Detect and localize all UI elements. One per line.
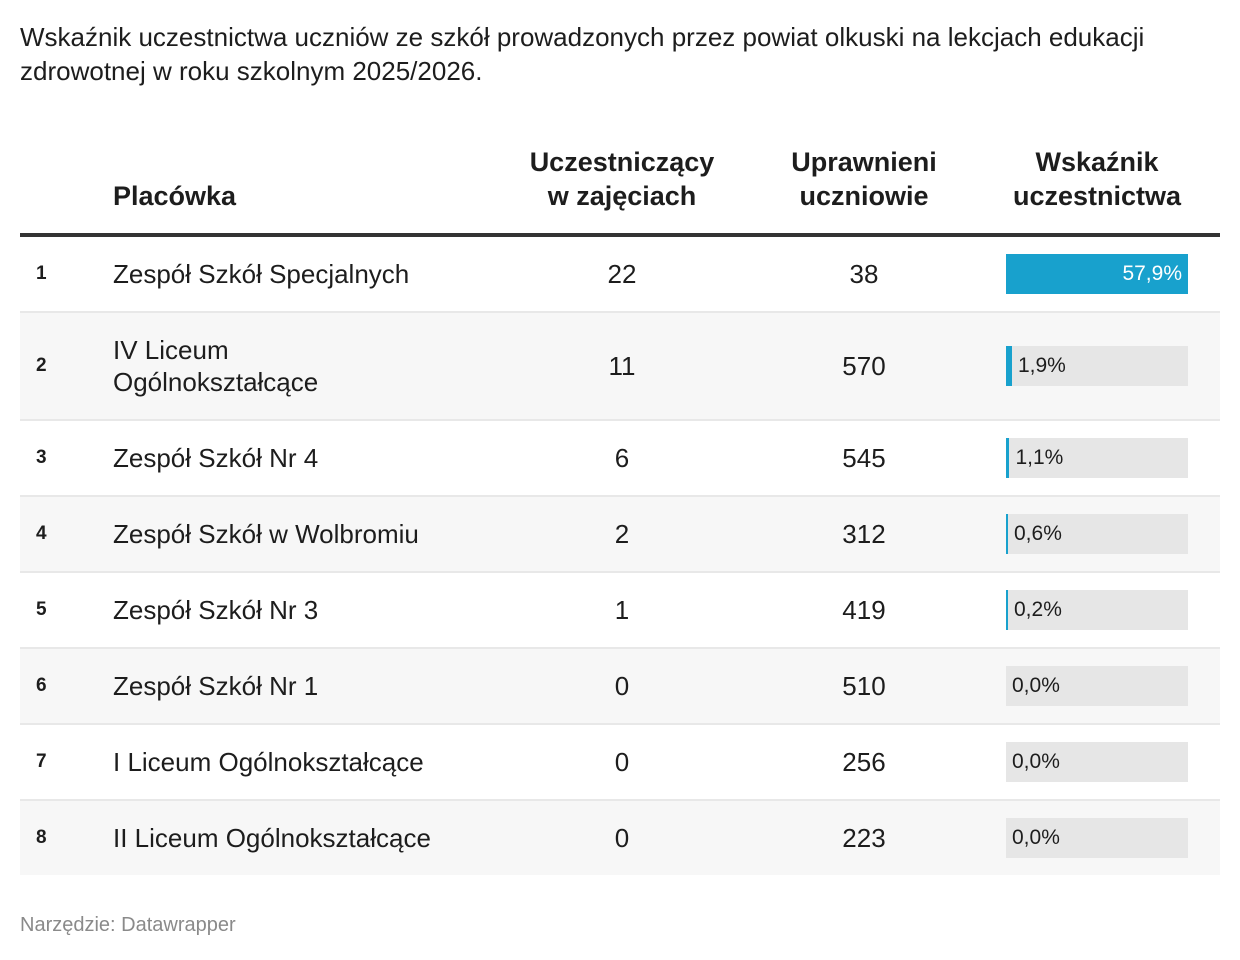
rate-label: 0,0% [1012, 674, 1060, 697]
participants: 0 [614, 822, 630, 853]
school-name-text: Zespół Szkół w Wolbromiu [113, 519, 419, 549]
school-name-text: Zespół Szkół Specjalnych [113, 259, 410, 289]
rate-bar-track: 0,2% [1006, 590, 1188, 630]
eligible: 38 [849, 258, 879, 289]
source-note: Narzędzie: Datawrapper [20, 914, 236, 936]
table-row: 5 Zespół Szkół Nr 3 1 419 0,2% [20, 573, 1220, 649]
rate-bar-track: 0,0% [1006, 818, 1188, 858]
rate-bar-cell: 0,6% [1006, 497, 1188, 571]
table-row: 6 Zespół Szkół Nr 1 0 510 0,0% [20, 649, 1220, 725]
school-name-text: IV Liceum Ogólnokształcące [113, 335, 319, 397]
school-name-text: I Liceum Ogólnokształcące [113, 747, 424, 777]
participants: 0 [614, 746, 630, 777]
rate-bar-cell: 57,9% [1006, 237, 1188, 311]
rate-bar-track: 0,6% [1006, 514, 1188, 554]
participants: 1 [614, 594, 630, 625]
header-eligible[interactable]: Uprawnieni uczniowie [744, 145, 984, 213]
rank: 8 [36, 827, 47, 848]
rank: 3 [36, 447, 47, 468]
participants: 2 [614, 518, 630, 549]
rate-label: 1,1% [1015, 446, 1064, 469]
rate-bar-cell: 1,1% [1006, 421, 1188, 495]
eligible: 419 [842, 594, 886, 625]
eligible: 510 [842, 670, 886, 701]
rate-label: 0,2% [1014, 598, 1062, 621]
table-row: 7 I Liceum Ogólnokształcące 0 256 0,0% [20, 725, 1220, 801]
header-eligible-line-1: Uprawnieni [791, 147, 937, 177]
school-name: Zespół Szkół w Wolbromiu [113, 497, 483, 571]
rate-bar-track: 1,1% [1006, 438, 1188, 478]
rate-label: 57,9% [1122, 262, 1182, 285]
school-name-text: Zespół Szkół Nr 1 [113, 671, 319, 701]
rate-bar-cell: 0,0% [1006, 649, 1188, 723]
eligible: 312 [842, 518, 886, 549]
rate-bar [1006, 254, 1188, 294]
rate-bar-cell: 1,9% [1006, 313, 1188, 419]
table-row: 2 IV Liceum Ogólnokształcące 11 570 1,9% [20, 313, 1220, 421]
rate-bar [1006, 346, 1012, 386]
eligible: 256 [842, 746, 886, 777]
school-name-text: Zespół Szkół Nr 3 [113, 595, 319, 625]
rank: 5 [36, 599, 47, 620]
header-rate-line-1: Wskaźnik [1035, 147, 1159, 177]
rate-bar [1006, 514, 1008, 554]
table-header: Placówka Uczestniczący w zajęciach Uprawn… [20, 140, 1220, 237]
rank: 6 [36, 675, 47, 696]
header-rate-line-2: uczestnictwa [1012, 181, 1182, 211]
school-name-text: II Liceum Ogólnokształcące [113, 823, 431, 853]
rate-bar-track: 0,0% [1006, 666, 1188, 706]
rate-bar [1006, 438, 1010, 478]
table-row: 3 Zespół Szkół Nr 4 6 545 1,1% [20, 421, 1220, 497]
table-row: 4 Zespół Szkół w Wolbromiu 2 312 0,6% [20, 497, 1220, 573]
participants: 0 [614, 670, 630, 701]
school-name: IV Liceum Ogólnokształcące [113, 313, 318, 419]
table-row: 1 Zespół Szkół Specjalnych 22 38 57,9% [20, 237, 1220, 313]
header-participants-line-2: w zajęciach [547, 181, 697, 211]
rate-bar [1006, 590, 1008, 630]
rate-label: 0,0% [1012, 826, 1060, 849]
participants: 6 [614, 442, 630, 473]
rank: 2 [36, 355, 47, 376]
eligible: 223 [842, 822, 886, 853]
header-rate[interactable]: Wskaźnik uczestnictwa [986, 145, 1208, 213]
school-name: Zespół Szkół Nr 4 [113, 421, 483, 495]
table-body: 1 Zespół Szkół Specjalnych 22 38 57,9% 2 IV Li… [20, 237, 1220, 875]
rank: 7 [36, 751, 47, 772]
school-name: Zespół Szkół Nr 1 [113, 649, 483, 723]
header-participants-line-1: Uczestniczący [529, 147, 715, 177]
eligible: 545 [842, 442, 886, 473]
table-row: 8 II Liceum Ogólnokształcące 0 223 0,0% [20, 801, 1220, 875]
school-name-text: Zespół Szkół Nr 4 [113, 443, 319, 473]
rate-bar-track: 0,0% [1006, 742, 1188, 782]
header-placowka[interactable]: Placówka [113, 181, 237, 211]
rate-bar-cell: 0,0% [1006, 801, 1188, 875]
data-table: Placówka Uczestniczący w zajęciach Uprawn… [20, 140, 1220, 875]
school-name: Zespół Szkół Nr 3 [113, 573, 483, 647]
rank: 4 [36, 523, 47, 544]
header-eligible-line-2: uczniowie [799, 181, 929, 211]
rate-bar-track: 57,9% [1006, 254, 1188, 294]
rate-label: 0,0% [1012, 750, 1060, 773]
header-participants[interactable]: Uczestniczący w zajęciach [502, 145, 742, 213]
school-name: Zespół Szkół Specjalnych [113, 237, 483, 311]
rank: 1 [36, 263, 47, 284]
rate-label: 0,6% [1014, 522, 1062, 545]
participants: 11 [608, 350, 636, 381]
rate-bar-cell: 0,0% [1006, 725, 1188, 799]
rate-bar-cell: 0,2% [1006, 573, 1188, 647]
chart-title: Wskaźnik uczestnictwa uczniów ze szkół p… [20, 22, 1145, 86]
rate-label: 1,9% [1017, 354, 1066, 377]
school-name: II Liceum Ogólnokształcące [113, 801, 483, 875]
eligible: 570 [842, 350, 886, 381]
school-name: I Liceum Ogólnokształcące [113, 725, 483, 799]
participants: 22 [607, 258, 637, 289]
rate-bar-track: 1,9% [1006, 346, 1188, 386]
